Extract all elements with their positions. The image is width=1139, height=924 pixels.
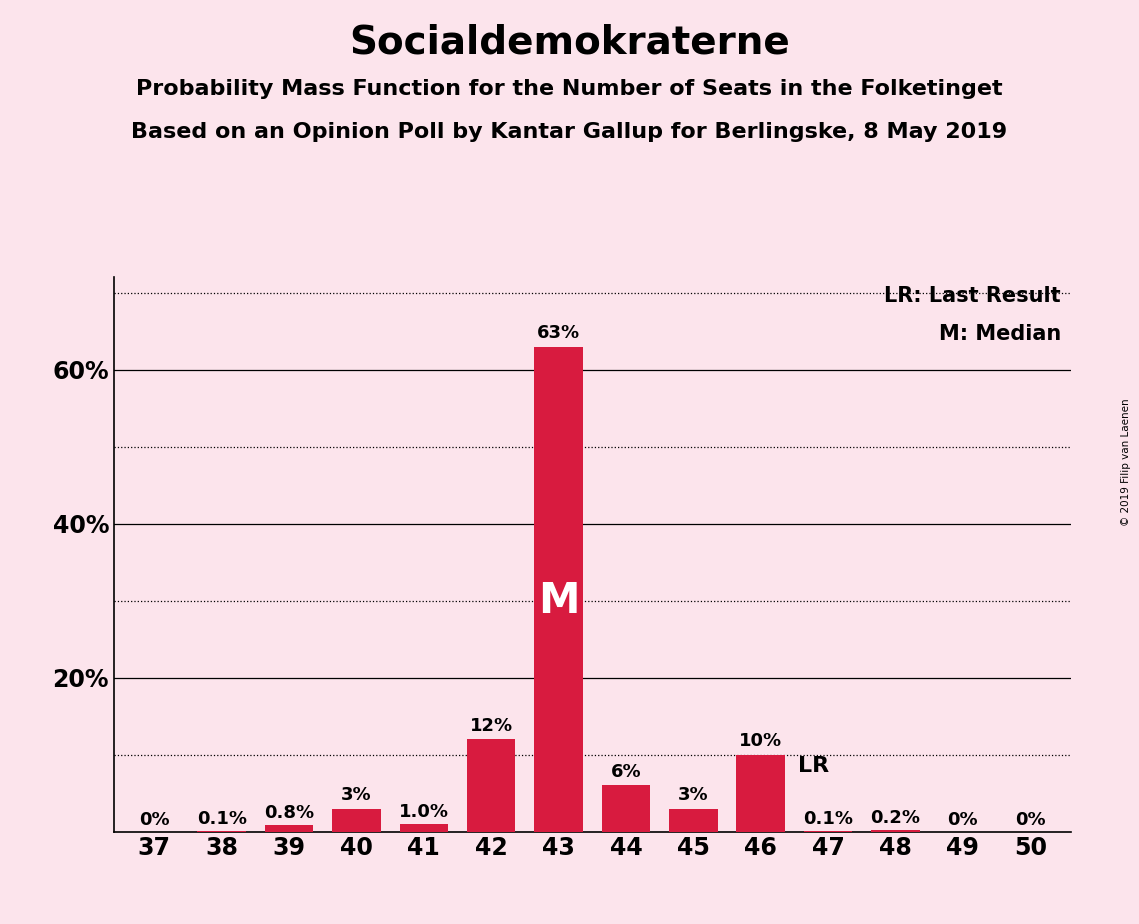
Text: Based on an Opinion Poll by Kantar Gallup for Berlingske, 8 May 2019: Based on an Opinion Poll by Kantar Gallu…: [131, 122, 1008, 142]
Text: LR: Last Result: LR: Last Result: [885, 286, 1062, 306]
Bar: [871, 830, 919, 832]
Text: Socialdemokraterne: Socialdemokraterne: [350, 23, 789, 61]
Text: Probability Mass Function for the Number of Seats in the Folketinget: Probability Mass Function for the Number…: [137, 79, 1002, 99]
Text: M: M: [538, 579, 580, 622]
Text: 63%: 63%: [536, 324, 580, 342]
Text: 0.2%: 0.2%: [870, 809, 920, 827]
Bar: [737, 755, 785, 832]
Text: LR: LR: [797, 756, 829, 776]
Text: 0.1%: 0.1%: [803, 809, 853, 828]
Bar: [467, 739, 516, 832]
Text: 3%: 3%: [342, 786, 371, 804]
Text: 3%: 3%: [678, 786, 708, 804]
Text: 0%: 0%: [948, 810, 978, 829]
Text: 1.0%: 1.0%: [399, 803, 449, 821]
Text: © 2019 Filip van Laenen: © 2019 Filip van Laenen: [1121, 398, 1131, 526]
Text: 12%: 12%: [469, 717, 513, 735]
Text: 0%: 0%: [1015, 810, 1046, 829]
Text: M: Median: M: Median: [939, 324, 1062, 345]
Text: 0.1%: 0.1%: [197, 809, 247, 828]
Bar: [669, 808, 718, 832]
Bar: [333, 808, 380, 832]
Text: 6%: 6%: [611, 763, 641, 781]
Text: 0%: 0%: [139, 810, 170, 829]
Bar: [601, 785, 650, 832]
Bar: [400, 824, 448, 832]
Text: 0.8%: 0.8%: [264, 805, 314, 822]
Bar: [534, 346, 583, 832]
Bar: [265, 825, 313, 832]
Text: 10%: 10%: [739, 732, 782, 750]
